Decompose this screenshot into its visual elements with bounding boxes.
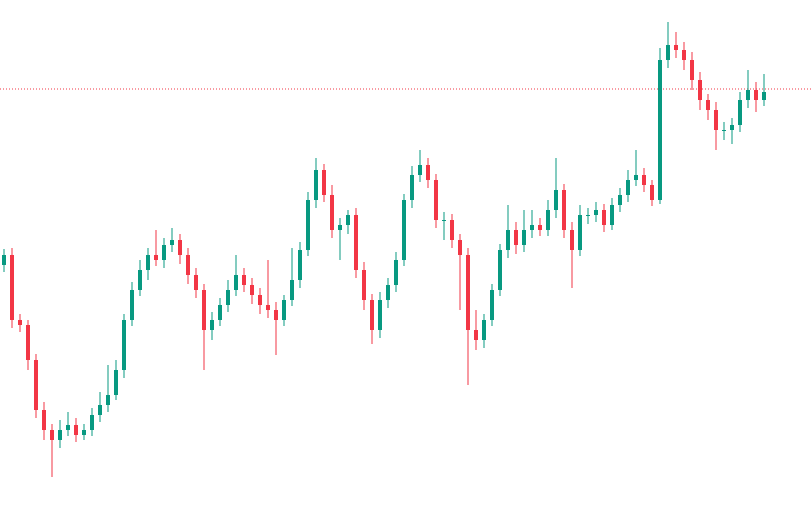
candle-body [266, 305, 270, 310]
candle-body [530, 225, 534, 230]
candle-body [234, 275, 238, 290]
candle-body [330, 195, 334, 230]
candle-body [706, 100, 710, 110]
candle-body [138, 270, 142, 290]
candle-body [210, 320, 214, 330]
candle-body [90, 415, 94, 430]
candle-body [626, 180, 630, 195]
candle-body [290, 280, 294, 300]
candle-body [218, 305, 222, 320]
candle-body [682, 50, 686, 60]
candle-body [322, 170, 326, 195]
candle-body [522, 230, 526, 245]
candle-body [58, 430, 62, 440]
candle-body [154, 255, 158, 260]
candle-body [42, 410, 46, 430]
candle-body [130, 290, 134, 320]
candle-body [378, 300, 382, 330]
candle-body [114, 370, 118, 395]
candle-body [490, 290, 494, 320]
candle-body [546, 210, 550, 230]
candle-body [650, 185, 654, 200]
candle-body [618, 195, 622, 205]
candle-body [690, 60, 694, 80]
candle-body [674, 45, 678, 50]
candle-body [714, 110, 718, 130]
candle-body [346, 215, 350, 225]
candle-body [458, 240, 462, 255]
candle-body [282, 300, 286, 320]
candle-body [106, 395, 110, 405]
candle-body [162, 245, 166, 260]
candle-body [338, 225, 342, 230]
candle-body [498, 250, 502, 290]
candle-body [634, 175, 638, 180]
candle-body [642, 175, 646, 185]
candle-body [122, 320, 126, 370]
candle-body [450, 220, 454, 240]
candle-body [722, 130, 726, 131]
candle-body [666, 45, 670, 60]
candle-body [698, 80, 702, 100]
candle-body [50, 430, 54, 440]
candle-body [506, 230, 510, 250]
candle-body [18, 320, 22, 325]
candle-body [514, 230, 518, 245]
candle-body [442, 220, 446, 221]
candle-body [146, 255, 150, 270]
candle-body [34, 360, 38, 410]
candle-body [370, 300, 374, 330]
candle-body [610, 205, 614, 225]
candle-body [82, 430, 86, 435]
candle-body [194, 275, 198, 290]
candle-body [730, 125, 734, 130]
candle-body [602, 210, 606, 225]
candle-body [226, 290, 230, 305]
candle-body [570, 230, 574, 250]
candle-body [578, 215, 582, 250]
candle-body [306, 200, 310, 250]
candle-body [434, 180, 438, 220]
candle-body [242, 275, 246, 285]
candle-body [538, 225, 542, 230]
candle-body [26, 325, 30, 360]
candle-body [762, 92, 766, 100]
candle-body [554, 190, 558, 210]
candle-body [354, 215, 358, 270]
candle-body [474, 330, 478, 340]
candle-body [2, 255, 6, 265]
candle-body [386, 285, 390, 300]
candle-body [314, 170, 318, 200]
candle-body [394, 260, 398, 285]
candle-body [754, 90, 758, 100]
candle-body [410, 175, 414, 200]
candle-body [10, 255, 14, 320]
candle-body [466, 255, 470, 330]
candle-body [98, 405, 102, 415]
candle-body [202, 290, 206, 330]
candle-body [402, 200, 406, 260]
candle-body [562, 190, 566, 230]
candle-body [586, 215, 590, 216]
candle-body [362, 270, 366, 300]
candle-body [746, 90, 750, 100]
candle-body [186, 255, 190, 275]
candle-body [74, 425, 78, 435]
candle-body [66, 425, 70, 430]
candle-body [594, 210, 598, 215]
candle-body [170, 240, 174, 245]
candle-body [258, 295, 262, 305]
candle-body [298, 250, 302, 280]
candle-body [482, 320, 486, 340]
candle-body [178, 240, 182, 255]
candle-body [738, 100, 742, 125]
candle-body [426, 165, 430, 180]
candle-body [658, 60, 662, 200]
candle-body [250, 285, 254, 295]
candle-body [418, 165, 422, 175]
candle-body [274, 310, 278, 320]
